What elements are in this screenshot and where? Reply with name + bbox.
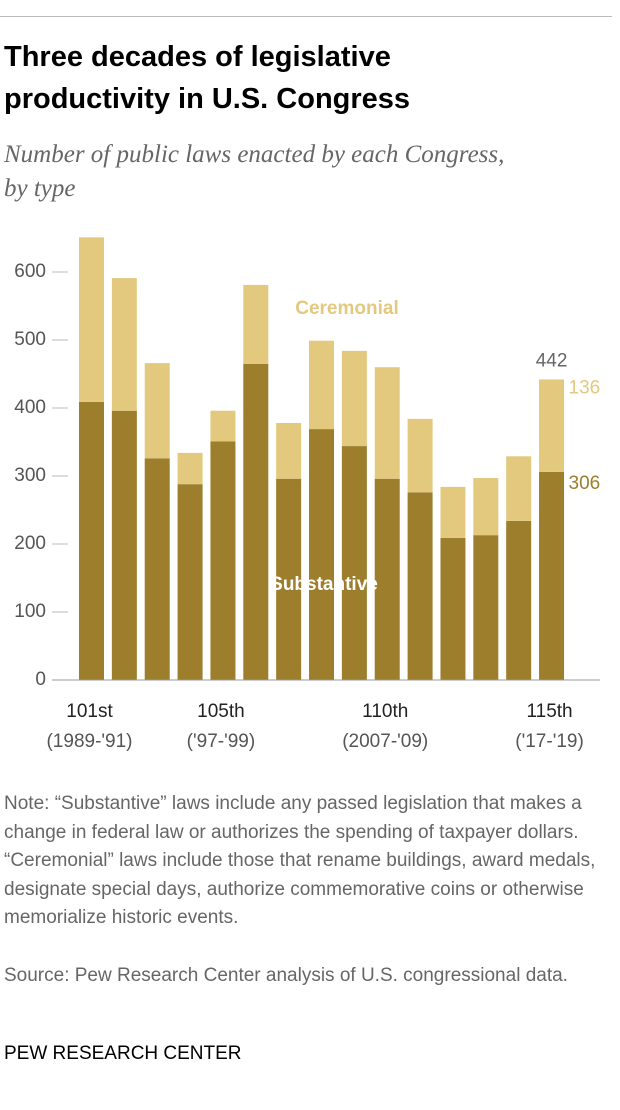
x-tick-sublabel: (1989-'91) xyxy=(46,731,132,752)
y-tick-label: 300 xyxy=(14,465,46,486)
bar-segment xyxy=(210,441,236,680)
x-tick-sublabel: ('17-'19) xyxy=(515,731,584,752)
credit: PEW RESEARCH CENTER xyxy=(4,1043,242,1064)
bar-segment xyxy=(177,484,203,680)
bar-segment xyxy=(177,452,203,485)
bar-segment xyxy=(341,350,367,447)
bar-segment xyxy=(506,520,532,680)
x-tick-sublabel: (2007-'09) xyxy=(342,731,428,752)
bar-segment xyxy=(374,478,400,680)
source: Source: Pew Research Center analysis of … xyxy=(4,965,568,986)
bar-segment xyxy=(144,363,170,459)
y-tick-label: 600 xyxy=(14,261,46,282)
bar-segment xyxy=(539,379,565,472)
bar-segment xyxy=(111,410,137,680)
y-tick-label: 400 xyxy=(14,397,46,418)
bar-segment xyxy=(276,422,302,479)
bar-segment xyxy=(374,367,400,479)
bar-segment xyxy=(473,535,499,680)
bar-segment xyxy=(539,471,565,680)
chart-title: Three decades of legislative productivit… xyxy=(4,41,411,115)
bar-segment xyxy=(440,486,466,538)
bar-segment xyxy=(309,340,335,430)
bar-segment xyxy=(473,478,499,536)
total-label: 442 xyxy=(536,350,568,371)
note: Note: “Substantive” laws include any pas… xyxy=(4,793,596,928)
series-label: Substantive xyxy=(270,574,378,595)
bar-segment xyxy=(79,401,104,680)
bar-segment xyxy=(276,478,302,680)
bar-segment xyxy=(407,492,433,680)
y-tick-label: 500 xyxy=(14,329,46,350)
chart-subtitle: Number of public laws enacted by each Co… xyxy=(4,141,505,202)
bar-segment xyxy=(440,537,466,680)
y-tick-label: 100 xyxy=(14,601,46,622)
x-tick-label: 105th xyxy=(197,701,245,722)
bar-segment xyxy=(243,284,269,364)
bar-segment xyxy=(210,410,236,442)
x-tick-sublabel: ('97-'99) xyxy=(187,731,256,752)
series-label: Ceremonial xyxy=(295,298,398,319)
x-tick-label: 101st xyxy=(66,701,113,722)
x-tick-label: 110th xyxy=(362,701,408,722)
bar-segment xyxy=(111,278,137,411)
value-label: 306 xyxy=(569,473,601,494)
y-tick-label: 200 xyxy=(14,533,46,554)
bar-segment xyxy=(79,237,104,402)
bar-segment xyxy=(506,456,532,521)
bar-segment xyxy=(309,429,335,680)
bar-segment xyxy=(407,418,433,493)
y-tick-label: 0 xyxy=(35,669,46,690)
bar-segment xyxy=(243,363,269,680)
bar-segment xyxy=(341,446,367,680)
x-tick-label: 115th xyxy=(526,701,572,722)
bar-segment xyxy=(144,458,170,680)
value-label: 136 xyxy=(569,377,601,398)
